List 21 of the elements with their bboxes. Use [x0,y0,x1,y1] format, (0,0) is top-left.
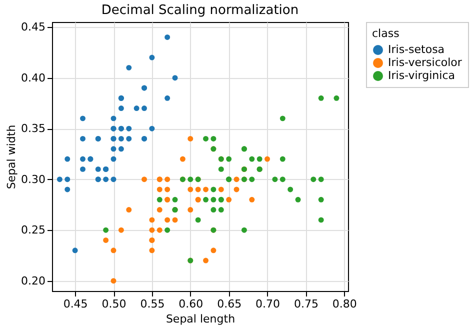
x-axis-title: Sepal length [166,312,236,326]
y-tick-label: 0.30 [21,172,46,186]
y-tick-label: 0.45 [21,20,46,34]
x-tick-label: 0.45 [63,298,88,310]
y-axis-title: Sepal width [5,124,18,190]
legend-title: class [372,27,400,40]
legend-label: Iris-setosa [388,43,445,56]
legend-label: Iris-versicolor [388,56,462,69]
x-tick-label: 0.80 [332,298,357,310]
x-tick-label: 0.65 [217,298,242,310]
x-tick-label: 0.60 [178,298,204,310]
chart-title: Decimal Scaling normalization [101,3,299,18]
y-tick-label: 0.25 [21,224,46,237]
x-tick-label: 0.70 [256,298,280,310]
x-tick-label: 0.75 [294,298,318,310]
legend-label: Iris-virginica [388,69,455,82]
y-tick-label: 0.20 [21,274,46,288]
y-tick-label: 0.35 [21,122,46,136]
y-tick-label: 0.40 [21,71,46,84]
x-tick-label: 0.50 [102,298,126,310]
x-tick-label: 0.55 [140,298,165,310]
